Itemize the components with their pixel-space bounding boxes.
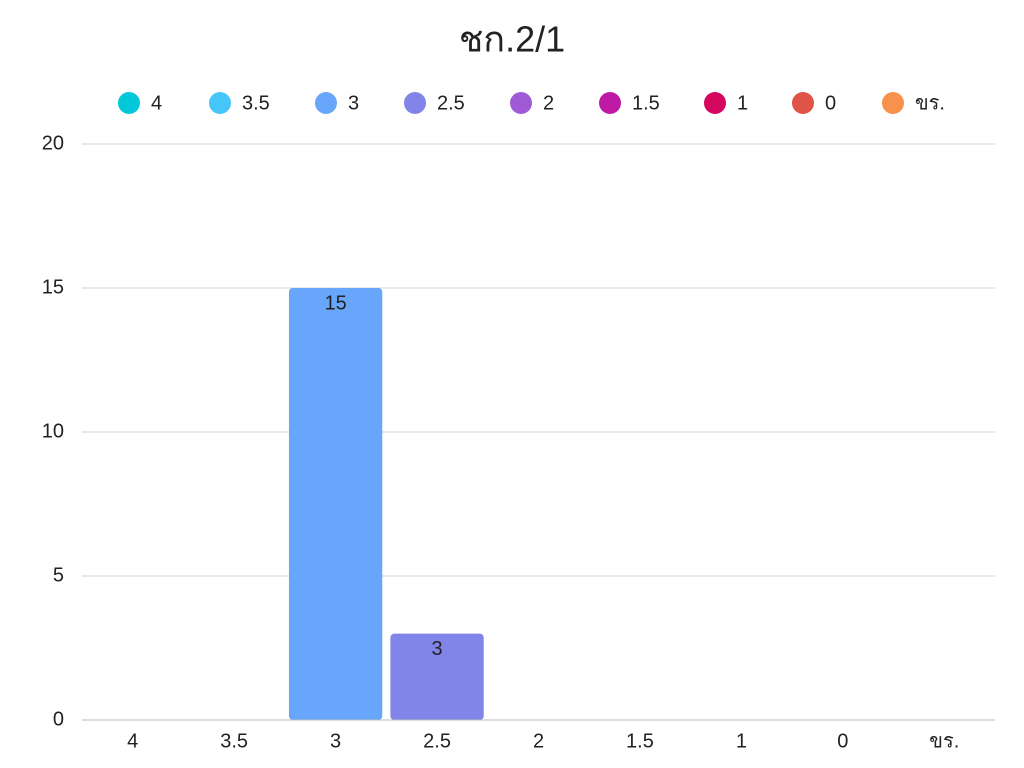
legend-swatch <box>510 92 532 114</box>
legend-label: 3.5 <box>242 92 270 114</box>
legend-label: 1.5 <box>632 92 660 114</box>
legend-label: 4 <box>151 92 162 114</box>
legend-label: 1 <box>737 92 748 114</box>
legend-label: 3 <box>348 92 359 114</box>
x-tick-label: 0 <box>837 730 848 752</box>
legend-swatch <box>315 92 337 114</box>
x-tick-label: 2.5 <box>423 730 451 752</box>
legend-swatch <box>599 92 621 114</box>
y-tick-label: 15 <box>42 276 64 298</box>
legend-label: ขร. <box>915 92 945 114</box>
x-tick-label: 3.5 <box>220 730 248 752</box>
legend-swatch <box>882 92 904 114</box>
x-tick-label: 3 <box>330 730 341 752</box>
y-tick-label: 5 <box>53 564 64 586</box>
legend-label: 2 <box>543 92 554 114</box>
chart-title: ชก.2/1 <box>459 19 565 60</box>
bar <box>288 288 383 720</box>
legend-swatch <box>209 92 231 114</box>
data-label: 15 <box>324 292 346 314</box>
legend-swatch <box>704 92 726 114</box>
bar <box>390 633 484 720</box>
x-tick-label: ขร. <box>929 730 959 752</box>
x-tick-label: 4 <box>127 730 138 752</box>
y-tick-label: 10 <box>42 420 64 442</box>
y-tick-label: 0 <box>53 708 64 730</box>
data-label: 3 <box>431 638 442 660</box>
legend-swatch <box>792 92 814 114</box>
legend-label: 0 <box>825 92 836 114</box>
legend-swatch <box>404 92 426 114</box>
x-tick-label: 2 <box>533 730 544 752</box>
y-tick-label: 20 <box>42 132 64 154</box>
x-tick-label: 1.5 <box>626 730 654 752</box>
legend-swatch <box>118 92 140 114</box>
legend-label: 2.5 <box>437 92 465 114</box>
x-tick-label: 1 <box>736 730 747 752</box>
